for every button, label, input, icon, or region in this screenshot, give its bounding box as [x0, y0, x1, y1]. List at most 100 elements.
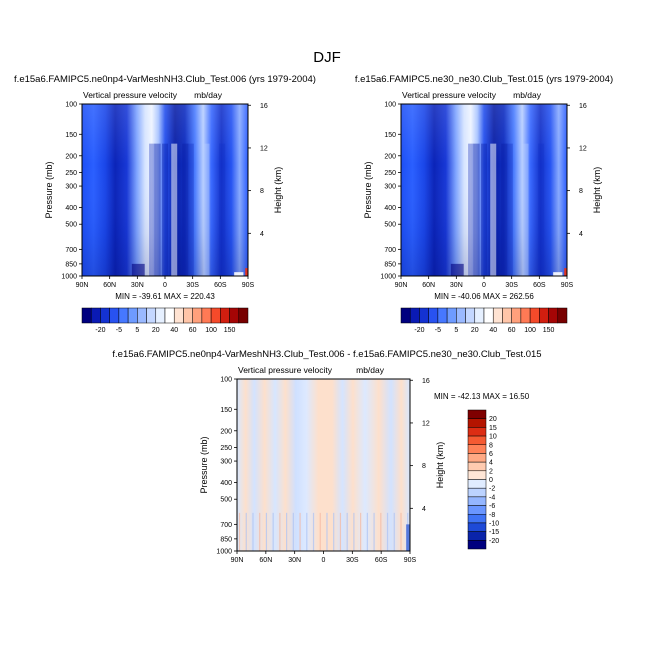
colorbar-swatch — [465, 307, 476, 324]
colorbar-swatch — [456, 307, 466, 324]
field-streak — [373, 512, 375, 551]
field-streak — [380, 512, 382, 551]
x-tick-label: 60N — [422, 282, 435, 289]
min-max-label: MIN = -39.61 MAX = 220.43 — [115, 292, 215, 301]
x-tick-label: 30N — [288, 557, 301, 564]
colorbar-swatch — [437, 307, 448, 324]
field-streak — [279, 512, 281, 551]
colorbar-label: -10 — [489, 520, 499, 527]
min-max-label: MIN = -42.13 MAX = 16.50 — [434, 392, 530, 401]
y-tick-label: 400 — [384, 205, 396, 212]
colorbar-label: -5 — [116, 327, 122, 334]
field-streak — [319, 512, 321, 551]
colorbar-label: 5 — [135, 327, 139, 334]
field-streak — [149, 143, 156, 276]
x-tick-label: 30S — [346, 557, 359, 564]
y-right-tick-label: 4 — [260, 231, 264, 238]
colorbar-swatch — [529, 307, 540, 324]
units-label: mb/day — [194, 90, 223, 100]
x-tick-label: 30S — [505, 282, 518, 289]
y-tick-label: 1000 — [380, 274, 396, 281]
field-fill — [237, 379, 410, 551]
units-label: mb/day — [513, 90, 542, 100]
panel-title: f.e15a6.FAMIPC5.ne0np4-VarMeshNH3.Club_T… — [14, 74, 316, 85]
colorbar-label: 6 — [489, 451, 493, 458]
x-tick-label: 60N — [259, 557, 272, 564]
field-streak — [393, 512, 395, 551]
y-tick-label: 100 — [384, 102, 396, 109]
figure-title: DJF — [313, 49, 341, 66]
field-streak — [406, 524, 411, 551]
colorbar-swatch — [238, 307, 249, 324]
colorbar-swatch — [467, 444, 487, 454]
panel-top-right: f.e15a6.FAMIPC5.ne30_ne30.Club_Test.015 … — [355, 74, 613, 334]
colorbar-label: 20 — [152, 327, 160, 334]
colorbar-swatch — [483, 307, 494, 324]
x-tick-label: 30N — [450, 282, 463, 289]
colorbar-swatch — [467, 427, 487, 437]
colorbar-label: 10 — [489, 434, 497, 441]
colorbar-swatch — [229, 307, 240, 324]
field-streak — [259, 512, 261, 551]
colorbar-swatch — [155, 307, 166, 324]
x-tick-label: 90N — [231, 557, 244, 564]
field-streak — [182, 143, 189, 276]
colorbar-label: 2 — [489, 468, 493, 475]
y-tick-label: 700 — [384, 247, 396, 254]
colorbar-swatch — [192, 307, 203, 324]
x-tick-label: 90S — [242, 282, 255, 289]
colorbar-swatch — [173, 307, 184, 324]
colorbar-label: -8 — [489, 512, 495, 519]
colorbar-swatch — [81, 307, 92, 324]
y-tick-label: 100 — [65, 102, 77, 109]
colorbar-label: -5 — [435, 327, 441, 334]
field-streak — [481, 143, 487, 276]
y-tick-label: 300 — [220, 459, 232, 466]
field-shade — [401, 104, 567, 276]
y-tick-label: 500 — [220, 497, 232, 504]
y-tick-label: 300 — [384, 184, 396, 191]
colorbar-label: -6 — [489, 503, 495, 510]
x-tick-label: 0 — [322, 557, 326, 564]
y-tick-label: 1000 — [216, 549, 232, 556]
variable-name: Vertical pressure velocity — [83, 90, 178, 100]
colorbar-swatch — [511, 307, 522, 324]
field-streak — [501, 143, 508, 276]
colorbar-label: 20 — [489, 416, 497, 423]
colorbar-label: -20 — [414, 327, 424, 334]
y-axis-label: Pressure (mb) — [363, 161, 373, 218]
field-streak — [162, 143, 168, 276]
colorbar-swatch — [467, 487, 487, 498]
colorbar-label: 150 — [543, 327, 555, 334]
field-streak — [386, 512, 389, 551]
field-streak — [346, 512, 348, 551]
y-right-tick-label: 8 — [579, 188, 583, 195]
field-surface-light — [234, 272, 244, 276]
panel-title: f.e15a6.FAMIPC5.ne30_ne30.Club_Test.015 … — [355, 74, 613, 85]
x-tick-label: 60N — [103, 282, 116, 289]
variable-name: Vertical pressure velocity — [402, 90, 497, 100]
y-right-axis-label: Height (km) — [273, 167, 283, 214]
colorbar-swatch — [201, 307, 212, 324]
y-tick-label: 400 — [220, 480, 232, 487]
x-tick-label: 60S — [214, 282, 227, 289]
colorbar-swatch — [409, 307, 420, 324]
field-streak — [538, 143, 545, 276]
colorbar-label: 40 — [170, 327, 178, 334]
field-shade — [82, 104, 248, 276]
colorbar-swatch — [467, 522, 487, 532]
x-tick-label: 90S — [404, 557, 417, 564]
colorbar-swatch — [467, 540, 487, 550]
colorbar-swatch — [467, 496, 487, 506]
field-streak — [238, 512, 241, 551]
y-right-tick-label: 16 — [579, 103, 587, 110]
field-streak — [154, 143, 161, 276]
colorbar-swatch — [400, 307, 411, 324]
colorbar-swatch — [502, 307, 512, 324]
field-red-spot — [245, 268, 249, 276]
y-right-tick-label: 8 — [422, 463, 426, 470]
y-tick-label: 700 — [220, 522, 232, 529]
field-surface-light — [553, 272, 563, 276]
colorbar-swatch — [467, 435, 487, 445]
